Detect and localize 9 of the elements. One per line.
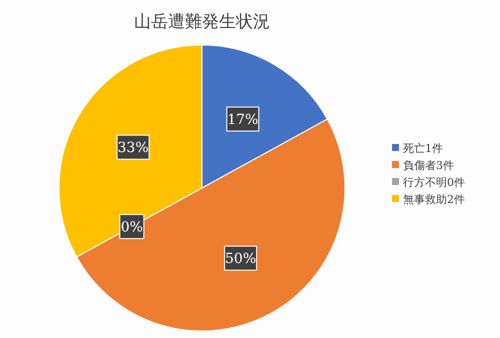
data-label: 33% bbox=[118, 140, 149, 156]
legend-label: 無事救助2件 bbox=[403, 193, 465, 206]
chart-title: 山岳遭難発生状況 bbox=[134, 12, 270, 32]
data-label: 50% bbox=[225, 251, 256, 268]
legend-label: 負傷者3件 bbox=[403, 159, 454, 172]
data-label: 17% bbox=[227, 112, 258, 128]
legend-label: 死亡1件 bbox=[403, 142, 443, 155]
text: 0% bbox=[120, 220, 143, 236]
legend-label: 行方不明0件 bbox=[403, 176, 465, 189]
